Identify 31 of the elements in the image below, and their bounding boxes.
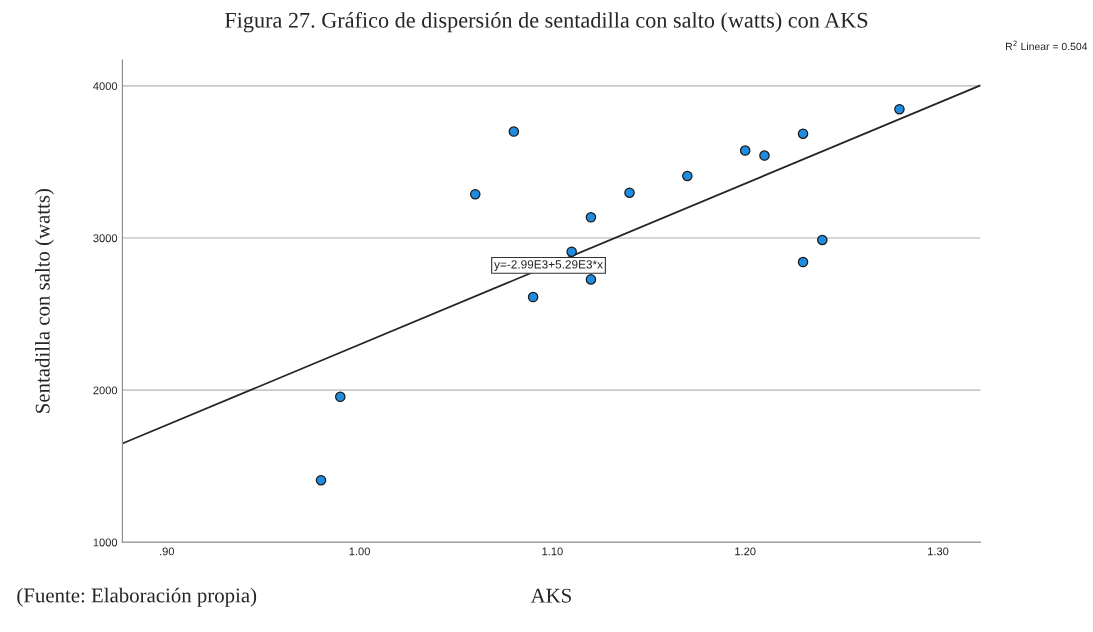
y-tick-label: 1000 (93, 538, 118, 547)
point (315, 474, 327, 486)
point (469, 188, 481, 200)
y-tick-label: 2000 (93, 386, 118, 395)
x-tick-label: .90 (160, 547, 175, 556)
x-tick-label: 1.00 (349, 547, 370, 556)
point (624, 187, 635, 198)
y-tick-label: 3000 (93, 234, 118, 243)
point (335, 391, 346, 403)
annotation: y=-2.99E3+5.29E3*x (494, 260, 603, 271)
point (739, 145, 751, 156)
point (585, 274, 597, 285)
text: (Fuente: Elaboración propia) (17, 587, 257, 607)
point (566, 246, 577, 257)
x-tick-label: 1.30 (928, 547, 949, 556)
point (797, 256, 809, 268)
x-axis-title: AKS (530, 588, 571, 603)
chart-title: Figura 27. Gráfico de dispersión de sentadilla con salto (watts) con AKS (224, 11, 868, 33)
point (797, 128, 809, 139)
point (894, 103, 905, 115)
point (585, 212, 597, 223)
point (508, 126, 520, 137)
point (682, 170, 693, 182)
y-tick-label: 4000 (93, 82, 118, 91)
point (759, 150, 770, 161)
x-tick-label: 1.20 (735, 547, 756, 556)
y-axis-title: Sentadilla con salto (watts) (35, 188, 54, 413)
text: R$^{2}$ Linear = 0.504 (1005, 40, 1088, 51)
x-tick-label: 1.10 (542, 547, 563, 556)
point (817, 234, 828, 246)
point (527, 291, 539, 303)
